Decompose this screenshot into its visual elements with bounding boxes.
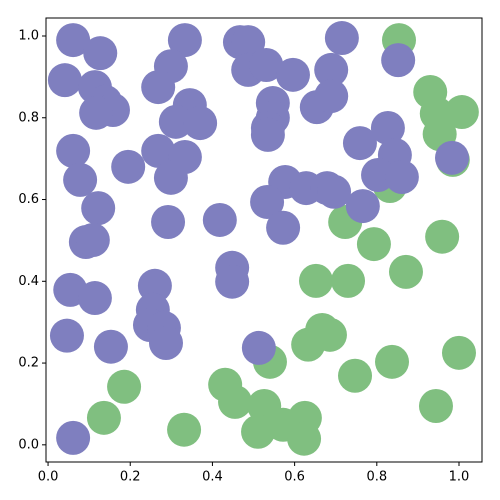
x-tick-label: 1.0 [449, 470, 470, 485]
point [241, 330, 276, 365]
point [342, 126, 377, 161]
point [375, 344, 410, 379]
point [287, 421, 322, 456]
point [107, 369, 142, 404]
x-tick-label: 0.0 [38, 470, 59, 485]
point [250, 117, 285, 152]
point [324, 21, 359, 56]
point [250, 184, 285, 219]
point [167, 412, 202, 447]
point [425, 219, 460, 254]
point [441, 335, 476, 370]
point [148, 326, 183, 361]
y-tick-label: 0.4 [18, 274, 39, 289]
y-tick-label: 0.2 [18, 356, 39, 371]
point [444, 95, 479, 130]
point [370, 110, 405, 145]
y-tick-label: 1.0 [18, 28, 39, 43]
x-tick-label: 0.8 [366, 470, 387, 485]
point [77, 281, 112, 316]
point [266, 210, 301, 245]
point [275, 57, 310, 92]
y-tick-label: 0.0 [18, 437, 39, 452]
point [56, 133, 91, 168]
point [56, 23, 91, 58]
point [141, 70, 176, 105]
point [291, 327, 326, 362]
plot-frame [45, 17, 483, 463]
point [183, 106, 218, 141]
point [79, 95, 114, 130]
point [56, 420, 91, 455]
point [231, 25, 266, 60]
y-tick-label: 0.8 [18, 110, 39, 125]
point [93, 329, 128, 364]
point [435, 140, 470, 175]
point [314, 52, 349, 87]
point [202, 202, 237, 237]
point [218, 384, 253, 419]
point [158, 104, 193, 139]
point [63, 162, 98, 197]
point [384, 160, 419, 195]
point [49, 318, 84, 353]
point [141, 133, 176, 168]
point [418, 388, 453, 423]
point [345, 189, 380, 224]
point [241, 414, 276, 449]
point [47, 63, 82, 98]
point [356, 227, 391, 262]
x-tick-label: 0.2 [120, 470, 141, 485]
y-tick-label: 0.6 [18, 192, 39, 207]
point [338, 358, 373, 393]
point [153, 160, 188, 195]
point [388, 254, 423, 289]
point [249, 48, 284, 83]
x-tick-label: 0.4 [202, 470, 223, 485]
point [215, 264, 250, 299]
point [314, 79, 349, 114]
point [81, 191, 116, 226]
point [151, 205, 186, 240]
point [111, 149, 146, 184]
point [167, 23, 202, 58]
point [381, 43, 416, 78]
point [298, 263, 333, 298]
point [331, 263, 366, 298]
point [83, 36, 118, 71]
point [86, 400, 121, 435]
x-tick-label: 0.6 [284, 470, 305, 485]
point [317, 174, 352, 209]
point [75, 223, 110, 257]
